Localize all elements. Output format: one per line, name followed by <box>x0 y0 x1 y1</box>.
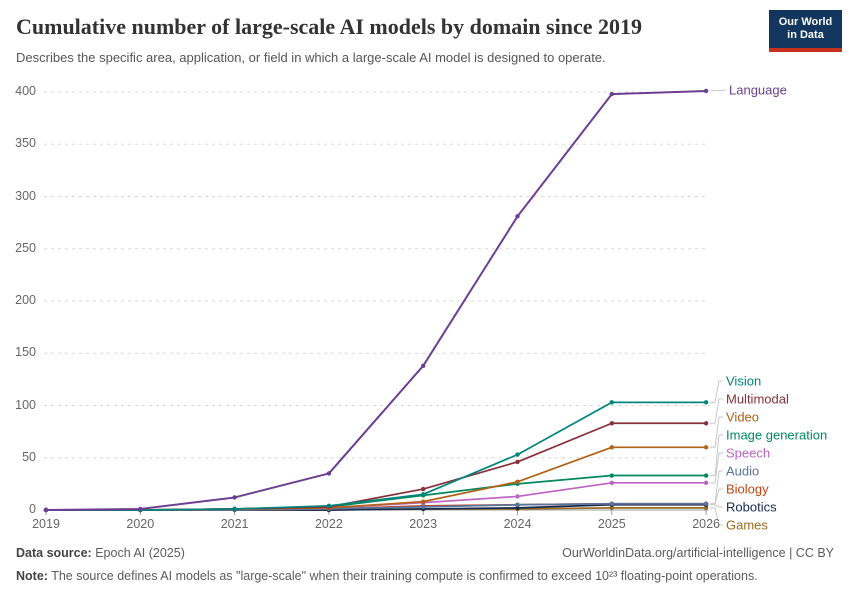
x-tick-label: 2020 <box>126 517 155 531</box>
series-point-language[interactable] <box>421 363 426 368</box>
series-point-language[interactable] <box>515 214 520 219</box>
data-source-value: Epoch AI (2025) <box>95 546 185 560</box>
series-point-language[interactable] <box>326 471 332 476</box>
citation-url-link[interactable]: OurWorldinData.org/artificial-intelligen… <box>562 546 786 560</box>
series-point-games[interactable] <box>703 505 709 511</box>
series-point-vision[interactable] <box>515 452 520 457</box>
legend-label-audio[interactable]: Audio <box>726 463 760 479</box>
series-point-image-generation[interactable] <box>703 473 709 478</box>
owid-logo: Our World in Data <box>769 10 842 52</box>
owid-logo-line1: Our World <box>778 15 833 28</box>
x-tick-label: 2019 <box>32 517 60 531</box>
data-source: Data source: Epoch AI (2025) <box>16 546 185 560</box>
series-point-vision[interactable] <box>703 400 709 405</box>
legend-label-multimodal[interactable]: Multimodal <box>726 391 789 407</box>
series-line-multimodal[interactable] <box>46 422 707 511</box>
series-point-language[interactable] <box>138 506 143 512</box>
y-tick-label: 200 <box>15 293 36 307</box>
owid-logo-line2: in Data <box>787 29 824 41</box>
y-tick-label: 150 <box>15 345 36 360</box>
series-point-speech[interactable] <box>515 494 520 499</box>
x-tick-label: 2026 <box>692 517 720 531</box>
x-tick-label: 2021 <box>220 517 249 531</box>
legend-connector-language <box>709 89 727 92</box>
series-point-multimodal[interactable] <box>703 421 709 426</box>
series-point-audio[interactable] <box>703 501 709 506</box>
legend-connector-video <box>710 416 723 448</box>
y-tick-label: 300 <box>15 188 36 203</box>
series-point-vision[interactable] <box>421 492 426 497</box>
page-title: Cumulative number of large-scale AI mode… <box>16 14 642 39</box>
series-point-multimodal[interactable] <box>609 421 614 426</box>
series-point-audio[interactable] <box>421 504 426 510</box>
x-tick-label: 2022 <box>314 517 343 531</box>
legend-label-speech[interactable]: Speech <box>726 445 771 461</box>
y-tick-label: 50 <box>22 449 36 464</box>
legend-label-language[interactable]: Language <box>729 82 787 98</box>
series-point-games[interactable] <box>609 505 614 511</box>
chart-note-text: The source defines AI models as "large-s… <box>51 569 758 583</box>
legend-label-video[interactable]: Video <box>726 409 760 425</box>
series-point-multimodal[interactable] <box>421 486 426 492</box>
chart-note-label: Note: <box>16 569 48 583</box>
series-point-speech[interactable] <box>609 480 614 486</box>
series-point-audio[interactable] <box>515 502 520 507</box>
legend-connector-biology <box>710 488 723 505</box>
data-source-label: Data source: <box>16 546 92 560</box>
y-tick-label: 250 <box>15 240 36 255</box>
series-point-robotics[interactable] <box>515 505 520 511</box>
y-tick-label: 400 <box>15 84 36 98</box>
series-point-video[interactable] <box>515 479 520 484</box>
series-line-speech[interactable] <box>46 481 707 511</box>
legend-connector-speech <box>710 452 723 484</box>
y-tick-label: 350 <box>15 136 36 151</box>
series-point-video[interactable] <box>703 445 709 450</box>
legend-connector-vision <box>710 380 723 403</box>
legend-connector-multimodal <box>710 398 723 424</box>
series-point-vision[interactable] <box>232 506 237 512</box>
x-tick-label: 2024 <box>503 517 532 531</box>
series-point-multimodal[interactable] <box>515 459 520 465</box>
series-point-video[interactable] <box>421 499 426 504</box>
series-line-vision[interactable] <box>46 401 707 511</box>
series-point-video[interactable] <box>609 445 614 450</box>
series-point-audio[interactable] <box>609 501 614 506</box>
citation-license: | CC BY <box>785 546 834 560</box>
legend-label-robotics[interactable]: Robotics <box>726 499 777 515</box>
series-point-language[interactable] <box>703 88 709 94</box>
legend-label-games[interactable]: Games <box>726 517 768 533</box>
legend-connector-robotics <box>710 504 723 508</box>
series-point-language[interactable] <box>609 91 614 97</box>
chart-note: Note: The source defines AI models as "l… <box>16 569 758 583</box>
series-point-speech[interactable] <box>703 480 709 486</box>
legend-label-image-generation[interactable]: Image generation <box>726 427 828 443</box>
legend-connector-games <box>710 507 723 526</box>
series-point-language[interactable] <box>232 495 237 500</box>
citation: OurWorldinData.org/artificial-intelligen… <box>562 546 834 560</box>
legend-label-vision[interactable]: Vision <box>726 373 762 389</box>
y-tick-label: 100 <box>15 397 36 412</box>
series-point-language[interactable] <box>43 507 49 513</box>
series-point-vision[interactable] <box>326 503 332 509</box>
series-point-vision[interactable] <box>609 400 614 405</box>
y-tick-label: 0 <box>29 502 36 516</box>
legend-connector-image-generation <box>710 434 723 477</box>
legend-label-biology[interactable]: Biology <box>726 481 769 497</box>
series-line-language[interactable] <box>45 89 707 511</box>
chart-subtitle: Describes the specific area, application… <box>16 50 606 65</box>
x-tick-label: 2025 <box>597 517 626 531</box>
series-point-image-generation[interactable] <box>609 473 614 478</box>
x-tick-label: 2023 <box>409 517 438 531</box>
